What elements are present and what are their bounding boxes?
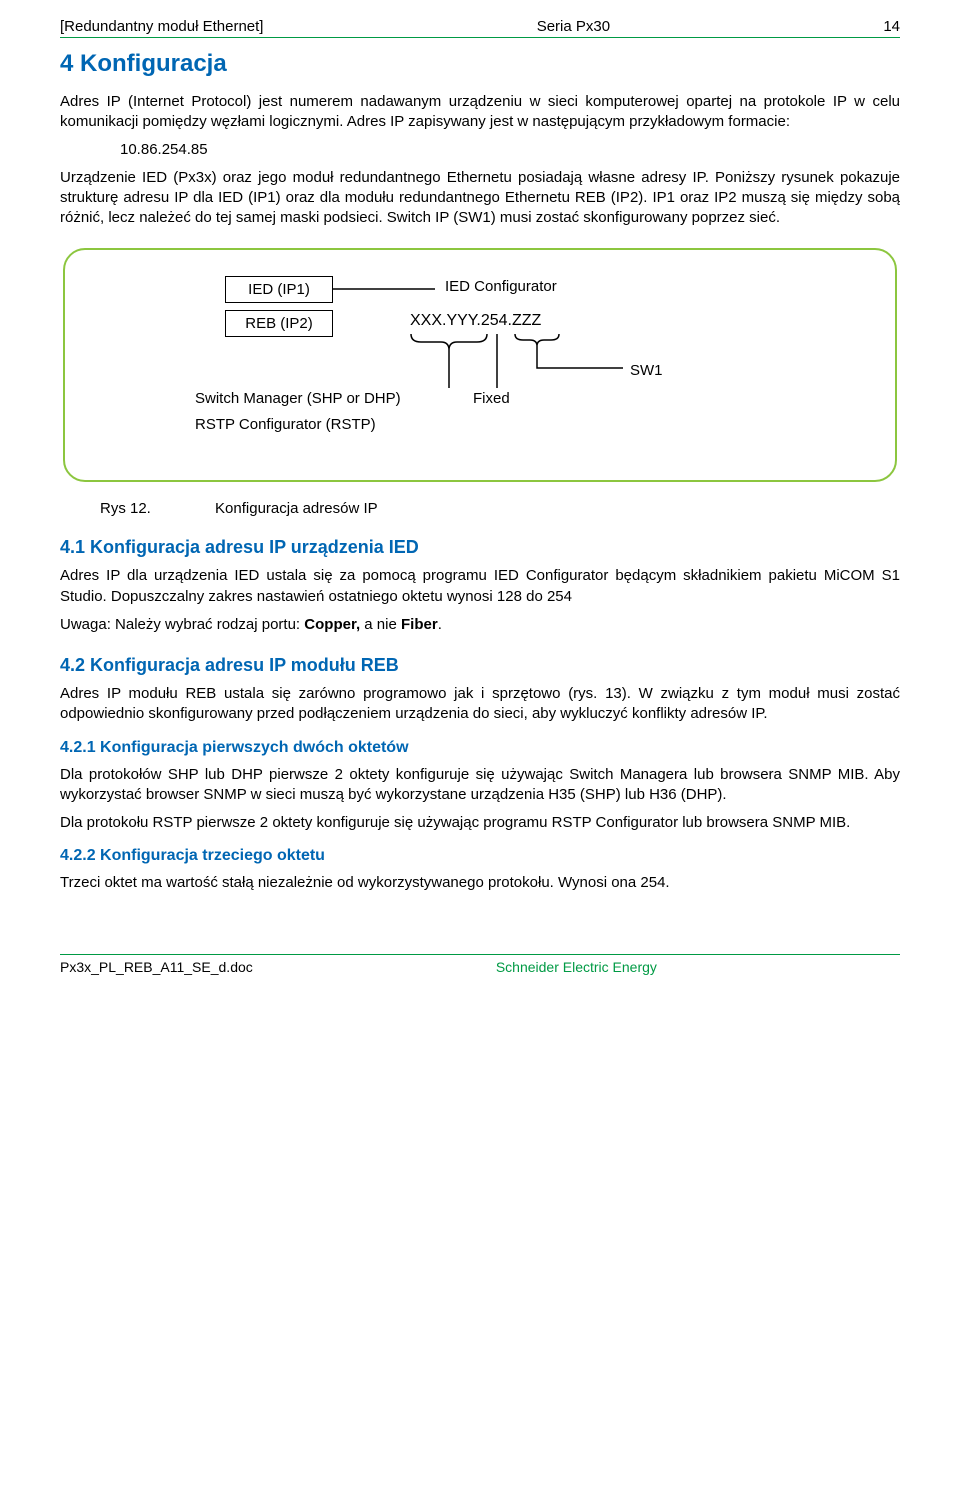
section-4-2-1-p1: Dla protokołów SHP lub DHP pierwsze 2 ok… xyxy=(60,765,900,806)
ip-pattern-label: XXX.YYY.254.ZZZ xyxy=(410,312,541,330)
page-footer: Px3x_PL_REB_A11_SE_d.doc Schneider Elect… xyxy=(60,954,900,975)
sw1-label: SW1 xyxy=(630,362,663,379)
ied-configurator-label: IED Configurator xyxy=(445,278,557,295)
section-4-1-note: Uwaga: Należy wybrać rodzaj portu: Coppe… xyxy=(60,615,900,635)
figure-12-caption: Rys 12. Konfiguracja adresów IP xyxy=(100,500,900,517)
header-rule xyxy=(60,37,900,38)
rstp-configurator-label: RSTP Configurator (RSTP) xyxy=(195,416,376,433)
footer-center: Schneider Electric Energy xyxy=(496,959,657,975)
note-end: . xyxy=(438,616,442,633)
fixed-label: Fixed xyxy=(473,390,510,407)
section-4-title: 4 Konfiguracja xyxy=(60,50,900,78)
example-ip: 10.86.254.85 xyxy=(120,141,900,158)
reb-ip2-box: REB (IP2) xyxy=(225,310,333,337)
section-4-1-p1: Adres IP dla urządzenia IED ustala się z… xyxy=(60,566,900,607)
section-4-2-2-title: 4.2.2 Konfiguracja trzeciego oktetu xyxy=(60,847,900,865)
figure-12-text: Konfiguracja adresów IP xyxy=(215,500,378,517)
note-copper: Copper, xyxy=(304,616,364,633)
header-center: Seria Px30 xyxy=(537,18,610,35)
header-left: [Redundantny moduł Ethernet] xyxy=(60,18,263,35)
section-4-2-1-title: 4.2.1 Konfiguracja pierwszych dwóch okte… xyxy=(60,739,900,757)
section-4-2-2-p1: Trzeci oktet ma wartość stałą niezależni… xyxy=(60,873,900,893)
header-right: 14 xyxy=(883,18,900,35)
note-pre: Uwaga: Należy wybrać rodzaj portu: xyxy=(60,616,304,633)
section-4-p1: Adres IP (Internet Protocol) jest numere… xyxy=(60,92,900,133)
ied-ip1-box: IED (IP1) xyxy=(225,276,333,303)
figure-12-number: Rys 12. xyxy=(100,500,151,517)
footer-left: Px3x_PL_REB_A11_SE_d.doc xyxy=(60,959,253,975)
section-4-2-1-p2: Dla protokołu RSTP pierwsze 2 oktety kon… xyxy=(60,813,900,833)
section-4-2-p1: Adres IP modułu REB ustala się zarówno p… xyxy=(60,684,900,725)
note-mid: a nie xyxy=(364,616,401,633)
section-4-1-title: 4.1 Konfiguracja adresu IP urządzenia IE… xyxy=(60,537,900,558)
note-fiber: Fiber xyxy=(401,616,438,633)
section-4-2-title: 4.2 Konfiguracja adresu IP modułu REB xyxy=(60,655,900,676)
figure-12-diagram: IED (IP1) REB (IP2) IED Configurator XXX… xyxy=(60,248,900,482)
switch-manager-label: Switch Manager (SHP or DHP) xyxy=(195,390,401,407)
page-header: [Redundantny moduł Ethernet] Seria Px30 … xyxy=(60,18,900,35)
section-4-p2: Urządzenie IED (Px3x) oraz jego moduł re… xyxy=(60,168,900,229)
